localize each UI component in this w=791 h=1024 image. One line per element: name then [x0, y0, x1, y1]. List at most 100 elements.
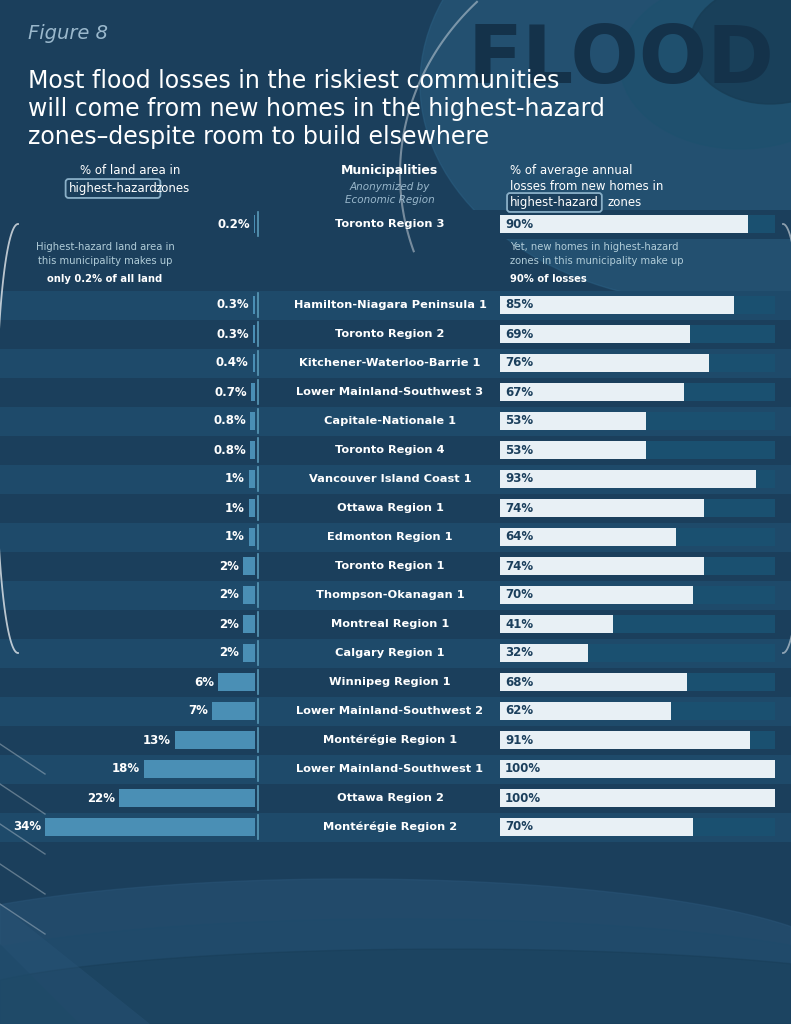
- Text: Toronto Region 2: Toronto Region 2: [335, 329, 445, 339]
- Bar: [500, 587, 775, 604]
- Text: highest-hazard: highest-hazard: [69, 182, 157, 195]
- Bar: [0, 210, 791, 239]
- Text: 2%: 2%: [219, 589, 239, 601]
- Bar: [0, 319, 791, 348]
- Bar: [500, 296, 775, 313]
- Text: Calgary Region 1: Calgary Region 1: [335, 648, 445, 658]
- Text: 93%: 93%: [505, 472, 533, 485]
- Bar: [500, 818, 775, 836]
- Bar: [119, 790, 255, 807]
- Bar: [0, 435, 791, 465]
- Bar: [500, 500, 775, 517]
- Bar: [254, 215, 255, 232]
- Text: Ottawa Region 2: Ottawa Region 2: [336, 793, 444, 803]
- Text: 74%: 74%: [505, 502, 533, 514]
- Text: Thompson-Okanagan 1: Thompson-Okanagan 1: [316, 590, 464, 600]
- Bar: [0, 348, 791, 378]
- Text: Edmonton Region 1: Edmonton Region 1: [327, 532, 452, 542]
- Bar: [218, 674, 255, 691]
- Text: 70%: 70%: [505, 820, 533, 834]
- Text: 90%: 90%: [505, 217, 533, 230]
- Text: Highest-hazard land area in
this municipality makes up: Highest-hazard land area in this municip…: [36, 242, 174, 280]
- Bar: [0, 725, 791, 755]
- Ellipse shape: [690, 0, 791, 104]
- Bar: [500, 731, 775, 749]
- Bar: [500, 790, 775, 807]
- Text: zones: zones: [608, 196, 642, 209]
- Text: 62%: 62%: [505, 705, 533, 718]
- Polygon shape: [0, 904, 150, 1024]
- Bar: [500, 644, 588, 662]
- Ellipse shape: [420, 0, 791, 304]
- Bar: [243, 644, 255, 662]
- Text: 1%: 1%: [225, 530, 245, 544]
- Bar: [0, 522, 791, 552]
- Text: 53%: 53%: [505, 415, 533, 427]
- Text: 64%: 64%: [505, 530, 533, 544]
- Text: 1%: 1%: [225, 472, 245, 485]
- Bar: [500, 644, 775, 662]
- Bar: [0, 494, 791, 522]
- Text: Vancouver Island Coast 1: Vancouver Island Coast 1: [308, 474, 471, 484]
- Bar: [0, 755, 791, 783]
- Bar: [500, 215, 747, 232]
- Bar: [212, 702, 255, 720]
- Text: 0.3%: 0.3%: [217, 299, 249, 311]
- Bar: [500, 470, 775, 487]
- Text: 74%: 74%: [505, 559, 533, 572]
- Bar: [243, 557, 255, 574]
- Bar: [500, 383, 775, 400]
- Text: 2%: 2%: [219, 617, 239, 631]
- Text: Toronto Region 1: Toronto Region 1: [335, 561, 445, 571]
- Text: Lower Mainland-Southwest 3: Lower Mainland-Southwest 3: [297, 387, 483, 397]
- Text: 7%: 7%: [188, 705, 208, 718]
- Text: Capitale-Nationale 1: Capitale-Nationale 1: [324, 416, 456, 426]
- Bar: [249, 500, 255, 517]
- Bar: [250, 413, 255, 430]
- Text: Ottawa Region 1: Ottawa Region 1: [336, 503, 444, 513]
- Bar: [0, 291, 791, 319]
- Text: 41%: 41%: [505, 617, 533, 631]
- Bar: [0, 783, 791, 812]
- Bar: [500, 760, 775, 777]
- Bar: [500, 702, 775, 720]
- Text: 6%: 6%: [194, 676, 214, 688]
- Text: 0.3%: 0.3%: [217, 328, 249, 341]
- Text: Most flood losses in the riskiest communities: Most flood losses in the riskiest commun…: [28, 69, 559, 93]
- Ellipse shape: [620, 0, 791, 150]
- Bar: [500, 326, 690, 343]
- Bar: [250, 441, 255, 459]
- Bar: [45, 818, 255, 836]
- Text: 0.2%: 0.2%: [218, 217, 250, 230]
- Text: 100%: 100%: [505, 763, 541, 775]
- Bar: [0, 668, 791, 696]
- Text: 70%: 70%: [505, 589, 533, 601]
- Bar: [500, 674, 775, 691]
- Bar: [0, 552, 791, 581]
- Bar: [253, 296, 255, 313]
- Bar: [500, 615, 775, 633]
- Text: 2%: 2%: [219, 559, 239, 572]
- Text: 32%: 32%: [505, 646, 533, 659]
- Text: only 0.2% of all land: only 0.2% of all land: [47, 273, 163, 284]
- Text: Lower Mainland-Southwest 2: Lower Mainland-Southwest 2: [297, 706, 483, 716]
- Bar: [500, 528, 676, 546]
- Text: 0.8%: 0.8%: [214, 415, 246, 427]
- Bar: [243, 615, 255, 633]
- Text: will come from new homes in the highest-hazard: will come from new homes in the highest-…: [28, 97, 605, 121]
- Text: Kitchener-Waterloo-Barrie 1: Kitchener-Waterloo-Barrie 1: [299, 358, 481, 368]
- Bar: [0, 465, 791, 494]
- Text: Toronto Region 3: Toronto Region 3: [335, 219, 445, 229]
- Bar: [500, 441, 775, 459]
- Bar: [500, 557, 703, 574]
- Text: Montreal Region 1: Montreal Region 1: [331, 618, 449, 629]
- Text: Yet, new homes in highest-hazard
zones in this municipality make up: Yet, new homes in highest-hazard zones i…: [510, 242, 683, 280]
- Text: losses from new homes in: losses from new homes in: [510, 180, 664, 193]
- Text: Anonymized by
Economic Region: Anonymized by Economic Region: [345, 182, 435, 205]
- Bar: [500, 326, 775, 343]
- Text: 100%: 100%: [505, 792, 541, 805]
- Text: 53%: 53%: [505, 443, 533, 457]
- Bar: [175, 731, 255, 749]
- Text: 85%: 85%: [505, 299, 533, 311]
- Bar: [243, 587, 255, 604]
